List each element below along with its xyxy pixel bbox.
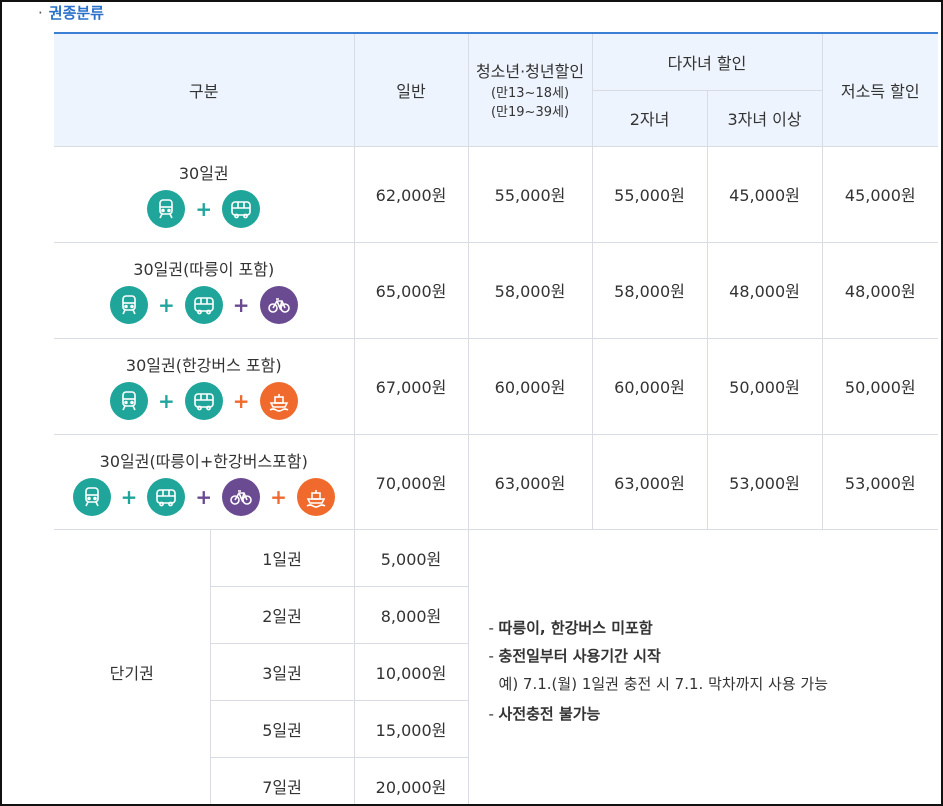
- price-three-children: 53,000원: [706, 433, 823, 530]
- subway-icon: [147, 190, 186, 228]
- plus-sign: +: [232, 389, 250, 413]
- short-term-label: 단기권: [54, 528, 211, 804]
- fare-table: 구분 일반 청소년·청년할인 (만13~18세) (만19~39세) 다자녀 할…: [54, 32, 939, 804]
- plus-sign: +: [157, 293, 175, 317]
- price-general: 62,000원: [353, 145, 469, 243]
- subway-icon: [109, 286, 148, 324]
- table-row: 30일권(한강버스 포함) + + 67,000원 60,000원 60,000…: [54, 337, 939, 435]
- header-category: 구분: [54, 32, 355, 147]
- price-three-children: 48,000원: [706, 241, 823, 339]
- short-pass-name: 1일권: [209, 528, 355, 587]
- note-example: 예) 7.1.(월) 1일권 충전 시 7.1. 막차까지 사용 가능: [498, 674, 829, 693]
- short-pass-name: 5일권: [210, 699, 355, 758]
- note-item: 사전충전 불가능: [489, 702, 939, 726]
- pass-cell: 30일권(따릉이 포함) + +: [54, 241, 355, 339]
- pass-cell: 30일권(따릉이+한강버스포함) + + +: [54, 433, 355, 530]
- bus-icon: [184, 286, 223, 324]
- plus-sign: +: [232, 293, 250, 317]
- short-pass-name: 7일권: [210, 756, 355, 804]
- table-row: 30일권(따릉이 포함) + + 65,000원 58,000원 58,000원…: [54, 241, 939, 339]
- subway-icon: [72, 477, 111, 516]
- pass-name: 30일권(따릉이 포함): [133, 260, 275, 279]
- short-pass-name: 2일권: [210, 585, 355, 644]
- header-general: 일반: [353, 32, 469, 147]
- bus-icon: [222, 190, 261, 228]
- header-youth: 청소년·청년할인 (만13~18세) (만19~39세): [467, 32, 593, 147]
- short-pass-price: 8,000원: [353, 585, 469, 644]
- table-row: 30일권 + 62,000원 55,000원 55,000원 45,000원 4…: [54, 145, 939, 243]
- price-youth: 60,000원: [467, 337, 593, 435]
- plus-sign: +: [270, 484, 287, 509]
- plus-sign: +: [157, 389, 175, 413]
- price-two-children: 58,000원: [591, 241, 708, 339]
- pass-cell: 30일권 +: [54, 145, 355, 243]
- section-title: · 권종분류: [38, 2, 104, 22]
- price-general: 70,000원: [353, 433, 469, 530]
- short-pass-price: 10,000원: [353, 642, 469, 701]
- price-low-income: 50,000원: [821, 337, 939, 435]
- header-two-children: 2자녀: [592, 89, 708, 147]
- header-youth-age2: (만19~39세): [490, 104, 570, 120]
- price-two-children: 55,000원: [591, 145, 708, 243]
- short-pass-price: 15,000원: [353, 699, 469, 758]
- section-title-text: 권종분류: [48, 4, 104, 22]
- table-row: 5일권 15,000원: [54, 699, 938, 758]
- short-term-notes: 따릉이, 한강버스 미포함 충전일부터 사용기간 시작 예) 7.1.(월) 1…: [467, 528, 939, 804]
- transport-icons: + + +: [72, 477, 335, 516]
- price-youth: 58,000원: [467, 241, 593, 339]
- price-three-children: 45,000원: [706, 145, 823, 243]
- price-two-children: 60,000원: [591, 337, 708, 435]
- note-item: 충전일부터 사용기간 시작: [489, 644, 939, 668]
- plus-sign: +: [195, 197, 213, 221]
- transport-icons: +: [147, 190, 261, 228]
- table-row: 단기권 1일권 5,000원 따릉이, 한강버스 미포함 충전일부터 사용기간 …: [54, 528, 939, 804]
- price-general: 67,000원: [353, 337, 469, 435]
- short-pass-price: 5,000원: [353, 528, 469, 587]
- pass-name: 30일권(한강버스 포함): [125, 356, 282, 375]
- price-three-children: 50,000원: [706, 337, 823, 435]
- header-youth-age1: (만13~18세): [490, 85, 570, 101]
- bicycle-icon: [259, 286, 298, 324]
- subway-icon: [109, 382, 148, 420]
- ferry-icon: [259, 382, 298, 420]
- transport-icons: + +: [109, 286, 298, 324]
- bus-icon: [147, 477, 186, 516]
- price-youth: 63,000원: [467, 433, 593, 530]
- transport-icons: + +: [109, 382, 298, 420]
- table-row: 2일권 8,000원: [54, 585, 938, 644]
- price-youth: 55,000원: [467, 145, 593, 243]
- bus-icon: [184, 382, 223, 420]
- plus-sign: +: [195, 484, 213, 509]
- short-pass-price: 20,000원: [353, 756, 469, 804]
- price-two-children: 63,000원: [591, 433, 708, 530]
- price-general: 65,000원: [353, 241, 469, 339]
- table-row: 3일권 10,000원: [54, 642, 938, 701]
- header-multi-child: 다자녀 할인: [591, 32, 823, 91]
- table-row: 7일권 20,000원: [54, 756, 938, 804]
- header-three-children: 3자녀 이상: [706, 89, 823, 147]
- ferry-icon: [296, 477, 335, 516]
- pass-cell: 30일권(한강버스 포함) + +: [54, 337, 355, 435]
- plus-sign: +: [120, 484, 138, 509]
- short-pass-name: 3일권: [210, 642, 355, 701]
- pass-name: 30일권(따릉이+한강버스포함): [99, 451, 308, 471]
- price-low-income: 45,000원: [821, 145, 939, 243]
- section-bullet: ·: [38, 4, 43, 22]
- header-youth-label: 청소년·청년할인: [475, 61, 585, 81]
- price-low-income: 48,000원: [821, 241, 939, 339]
- header-low-income: 저소득 할인: [821, 32, 939, 147]
- table-row: 30일권(따릉이+한강버스포함) + + + 70,000원 63,000원 6…: [54, 433, 939, 530]
- pass-name: 30일권: [178, 164, 229, 183]
- price-low-income: 53,000원: [821, 433, 939, 530]
- note-item: 따릉이, 한강버스 미포함: [489, 616, 939, 640]
- bicycle-icon: [222, 477, 261, 516]
